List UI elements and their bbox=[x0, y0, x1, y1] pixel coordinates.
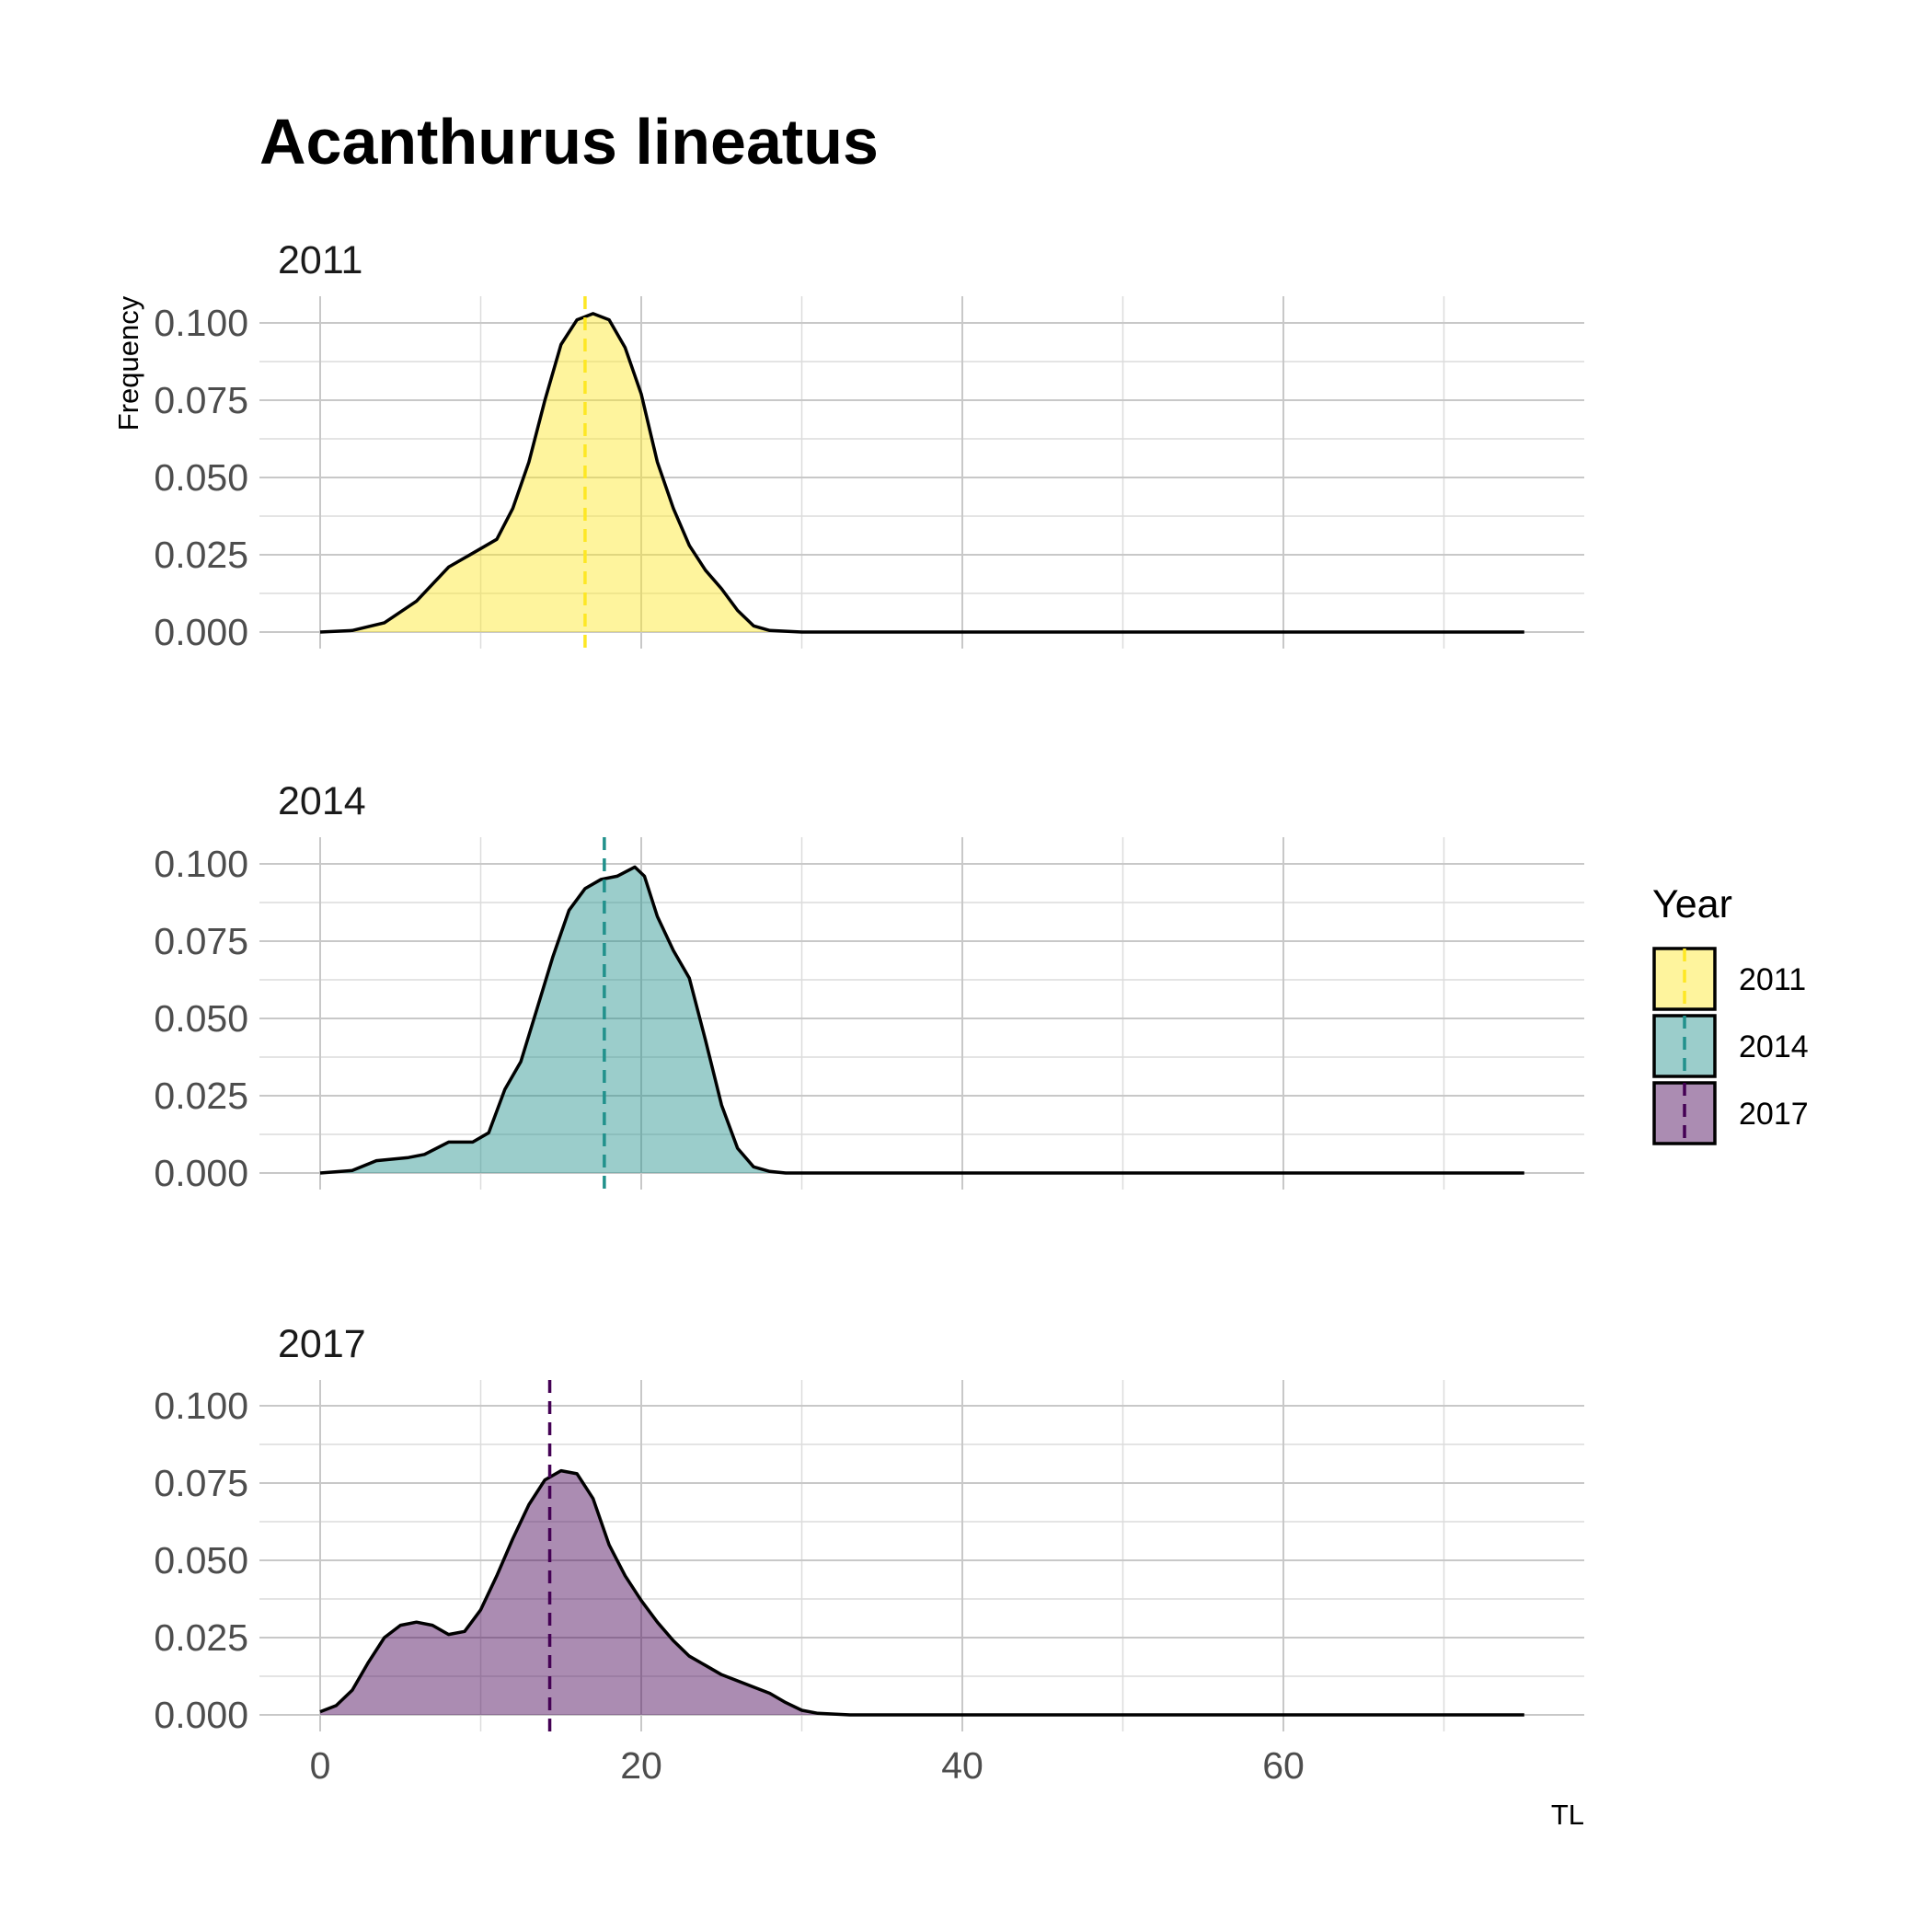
y-tick-label: 0.100 bbox=[154, 1385, 248, 1427]
y-tick-label: 0.050 bbox=[154, 997, 248, 1040]
density-line bbox=[319, 312, 1524, 634]
y-tick-label: 0.000 bbox=[154, 1152, 248, 1194]
x-axis-label: TL bbox=[1551, 1799, 1584, 1831]
panel-2011: 0.000 0.025 0.050 0.075 0.100 2011 bbox=[154, 238, 1584, 653]
y-axis-label: Frequency bbox=[112, 295, 144, 431]
y-tick-label: 0.000 bbox=[154, 611, 248, 653]
x-tick-label: 60 bbox=[1262, 1744, 1305, 1787]
legend-title: Year bbox=[1652, 882, 1732, 926]
density-line bbox=[319, 865, 1524, 1175]
legend-label: 2017 bbox=[1739, 1097, 1809, 1132]
facet-strip-label: 2011 bbox=[278, 238, 362, 282]
x-tick-label: 40 bbox=[941, 1744, 983, 1787]
legend-item-2011: 2011 bbox=[1652, 947, 1806, 1011]
x-tick-label: 0 bbox=[310, 1744, 331, 1787]
y-tick-label: 0.075 bbox=[154, 1462, 248, 1504]
y-tick-label: 0.100 bbox=[154, 843, 248, 885]
y-tick-label: 0.050 bbox=[154, 1539, 248, 1581]
legend-label: 2014 bbox=[1739, 1029, 1809, 1064]
legend-item-2014: 2014 bbox=[1652, 1014, 1809, 1078]
y-tick-label: 0.025 bbox=[154, 1616, 248, 1659]
density-area bbox=[320, 1470, 1524, 1715]
legend: Year 2011 2014 2017 bbox=[1652, 882, 1809, 1145]
density-area bbox=[320, 313, 1524, 632]
density-line bbox=[319, 1468, 1524, 1717]
y-tick-label: 0.050 bbox=[154, 456, 248, 499]
y-tick-label: 0.075 bbox=[154, 920, 248, 962]
density-area bbox=[320, 867, 1524, 1173]
facet-strip-label: 2014 bbox=[278, 779, 366, 823]
y-tick-label: 0.025 bbox=[154, 1075, 248, 1117]
y-tick-label: 0.100 bbox=[154, 302, 248, 344]
facet-panels: 0.0000.0250.0500.0750.10020110.0000.0250… bbox=[154, 238, 1584, 1736]
legend-label: 2011 bbox=[1739, 962, 1806, 997]
y-tick-label: 0.025 bbox=[154, 534, 248, 576]
chart-title: Acanthurus lineatus bbox=[259, 106, 879, 178]
x-tick-label: 20 bbox=[620, 1744, 662, 1787]
panel-2014: 0.000 0.025 0.050 0.075 0.100 2014 bbox=[154, 779, 1584, 1194]
panel-2017: 0.000 0.025 0.050 0.075 0.100 2017 bbox=[154, 1322, 1584, 1736]
x-axis-ticks: 0 20 40 60 bbox=[310, 1744, 1305, 1787]
y-tick-label: 0.075 bbox=[154, 379, 248, 421]
y-tick-label: 0.000 bbox=[154, 1694, 248, 1736]
legend-item-2017: 2017 bbox=[1652, 1081, 1809, 1145]
facet-strip-label: 2017 bbox=[278, 1322, 366, 1366]
